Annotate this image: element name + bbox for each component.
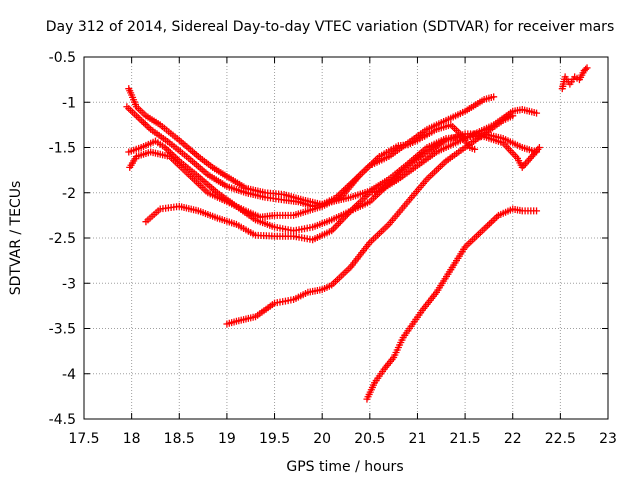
series-track-5	[142, 105, 541, 244]
x-tick-label: 19	[218, 431, 236, 447]
x-tick-label: 20	[313, 431, 331, 447]
y-tick-label: -3.5	[49, 322, 76, 338]
y-tick-label: -1.5	[49, 141, 76, 157]
ticks: 17.5 18 18.5 19 19.5 20 20.5 21 21.5 22 22.5 23 -0.5…	[49, 50, 617, 447]
chart-title: Day 312 of 2014, Sidereal Day-to-day VTE…	[46, 19, 614, 35]
x-tick-label: 18	[123, 431, 141, 447]
x-axis-title: GPS time / hours	[286, 459, 403, 475]
y-axis-title: SDTVAR / TECUs	[8, 181, 24, 296]
series-track-6	[223, 112, 517, 328]
y-tick-label: -0.5	[49, 50, 76, 66]
data-point	[535, 144, 543, 151]
x-tick-label: 22.5	[545, 431, 576, 447]
y-tick-label: -4	[62, 367, 76, 383]
y-tick-label: -2	[62, 186, 76, 202]
data-point	[582, 65, 590, 73]
y-tick-label: -4.5	[49, 412, 76, 428]
x-tick-label: 21.5	[450, 431, 481, 447]
data-point	[533, 148, 541, 156]
data-point	[471, 145, 479, 153]
x-tick-label: 19.5	[259, 431, 290, 447]
data-point	[509, 112, 517, 120]
series-track-7	[363, 205, 541, 403]
data-series	[123, 64, 591, 403]
data-point	[533, 207, 541, 215]
x-tick-label: 23	[599, 431, 617, 447]
series-track-8	[558, 64, 591, 93]
x-tick-label: 18.5	[164, 431, 195, 447]
x-tick-label: 22	[504, 431, 522, 447]
x-tick-label: 21	[409, 431, 427, 447]
x-tick-label: 17.5	[68, 431, 99, 447]
y-tick-label: -2.5	[49, 231, 76, 247]
x-tick-label: 20.5	[354, 431, 385, 447]
data-point	[490, 93, 498, 101]
data-point	[533, 109, 541, 117]
y-tick-label: -3	[62, 276, 76, 292]
data-point	[583, 64, 591, 72]
y-tick-label: -1	[62, 95, 76, 111]
